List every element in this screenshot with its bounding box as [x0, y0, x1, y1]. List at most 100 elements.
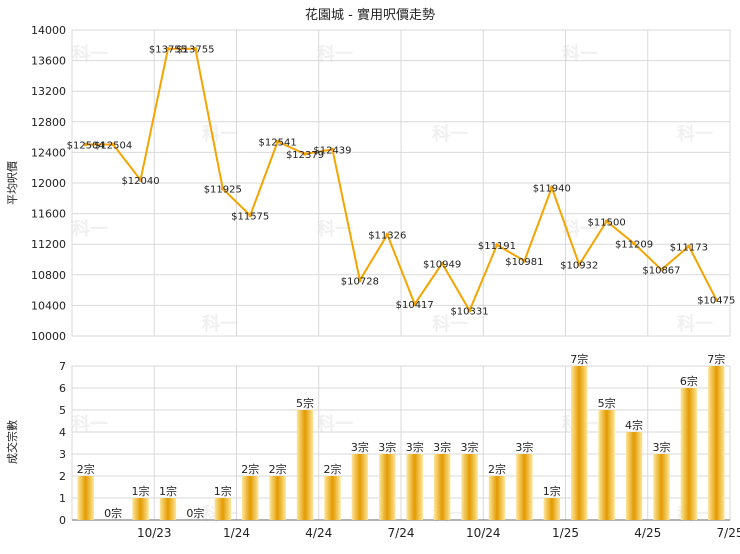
volume-bar [461, 454, 478, 520]
price-y-tick-label: 11200 [31, 238, 66, 251]
volume-data-label: 5宗 [598, 396, 616, 410]
price-data-label: $12541 [259, 138, 297, 149]
price-data-label: $10475 [697, 296, 735, 307]
volume-data-label: 3宗 [378, 440, 396, 454]
price-data-label: $11173 [670, 242, 708, 253]
price-y-axis-label: 平均呎價 [5, 161, 19, 205]
volume-data-label: 5宗 [296, 396, 314, 410]
volume-data-label: 0宗 [186, 506, 204, 520]
price-data-label: $10728 [341, 276, 379, 287]
volume-data-label: 7宗 [707, 352, 725, 366]
watermark-text: 科一 [562, 218, 598, 240]
volume-y-tick-label: 0 [59, 514, 66, 527]
price-data-label: $12504 [67, 140, 105, 151]
price-data-label: $11209 [615, 240, 653, 251]
price-data-label: $10932 [560, 261, 598, 272]
watermark-text: 科一 [562, 43, 598, 65]
price-y-tick-label: 12400 [31, 146, 66, 159]
x-tick-label: 1/25 [552, 526, 579, 540]
price-data-label: $12504 [94, 140, 132, 151]
price-y-tick-label: 10400 [31, 299, 66, 312]
price-point [440, 261, 444, 266]
volume-data-label: 3宗 [351, 440, 369, 454]
price-data-label: $11326 [368, 231, 406, 242]
x-tick-label: 4/25 [634, 526, 661, 540]
volume-data-label: 2宗 [77, 462, 95, 476]
volume-bar [570, 366, 588, 520]
price-series-line [85, 47, 718, 313]
volume-y-axis-label: 成交宗數 [5, 420, 19, 464]
x-tick-label: 7/24 [388, 526, 415, 540]
price-point [193, 46, 198, 51]
price-point [111, 142, 115, 147]
watermark-text: 科一 [72, 43, 108, 65]
price-point [495, 243, 499, 247]
price-y-tick-label: 10000 [31, 330, 66, 343]
watermark-text: 科一 [432, 313, 468, 335]
price-point [248, 213, 253, 218]
price-y-tick-label: 11600 [31, 208, 66, 221]
watermark-text: 科一 [72, 218, 108, 240]
volume-y-tick-label: 4 [59, 426, 66, 439]
volume-bar [488, 476, 506, 520]
volume-data-label: 2宗 [323, 462, 341, 476]
price-data-label: $10981 [505, 257, 543, 268]
price-point [577, 262, 582, 267]
volume-data-label: 1宗 [132, 484, 150, 498]
volume-data-label: 4宗 [625, 418, 643, 432]
watermark-text: 科一 [317, 218, 353, 240]
x-tick-label: 10/24 [466, 526, 501, 540]
volume-data-label: 3宗 [461, 440, 479, 454]
volume-bar [708, 366, 725, 520]
price-point [714, 297, 719, 302]
volume-data-label: 2宗 [241, 462, 259, 476]
volume-bar [516, 454, 533, 520]
price-point [632, 241, 636, 246]
price-point [166, 46, 170, 51]
watermark-text: 科一 [432, 123, 468, 145]
price-y-tick-label: 13200 [31, 85, 66, 98]
price-y-tick-label: 13600 [31, 55, 66, 68]
x-tick-label: 1/24 [223, 526, 250, 540]
x-tick-label: 7/25 [717, 526, 740, 540]
volume-bar [379, 454, 396, 520]
watermark-text: 科一 [317, 43, 353, 65]
price-data-label: $11925 [204, 185, 242, 196]
price-point [83, 142, 88, 147]
volume-bar [132, 498, 149, 520]
volume-data-label: 3宗 [433, 440, 451, 454]
price-y-tick-label: 12800 [31, 116, 66, 129]
price-point [138, 178, 143, 182]
volume-data-label: 2宗 [269, 462, 287, 476]
volume-data-label: 6宗 [680, 374, 698, 388]
price-data-label: $11191 [478, 241, 516, 252]
price-point [659, 267, 664, 272]
price-point [412, 302, 417, 306]
volume-bar [159, 498, 177, 520]
volume-data-label: 1宗 [159, 484, 177, 498]
volume-bar [598, 410, 615, 520]
volume-data-label: 1宗 [214, 484, 232, 498]
price-data-label: $13755 [149, 45, 187, 56]
x-tick-label: 4/24 [305, 526, 332, 540]
volume-y-tick-label: 1 [59, 492, 66, 505]
price-point [275, 139, 280, 144]
price-data-label: $11575 [231, 212, 269, 223]
price-point [549, 185, 554, 190]
price-data-label: $12040 [121, 176, 159, 187]
volume-bar [269, 476, 286, 520]
price-point [385, 232, 390, 237]
volume-data-label: 2宗 [488, 462, 506, 476]
price-data-label: $11500 [588, 217, 626, 228]
volume-data-label: 7宗 [570, 352, 588, 366]
watermark-text: 科一 [677, 123, 713, 145]
price-y-tick-label: 14000 [31, 24, 66, 37]
x-tick-label: 10/23 [137, 526, 172, 540]
price-point [303, 152, 307, 156]
price-point [522, 259, 527, 263]
price-point [358, 278, 362, 283]
price-point [220, 186, 225, 191]
volume-y-tick-label: 7 [59, 360, 66, 373]
price-data-label: $10417 [396, 300, 434, 311]
watermark-text: 科一 [202, 123, 238, 145]
